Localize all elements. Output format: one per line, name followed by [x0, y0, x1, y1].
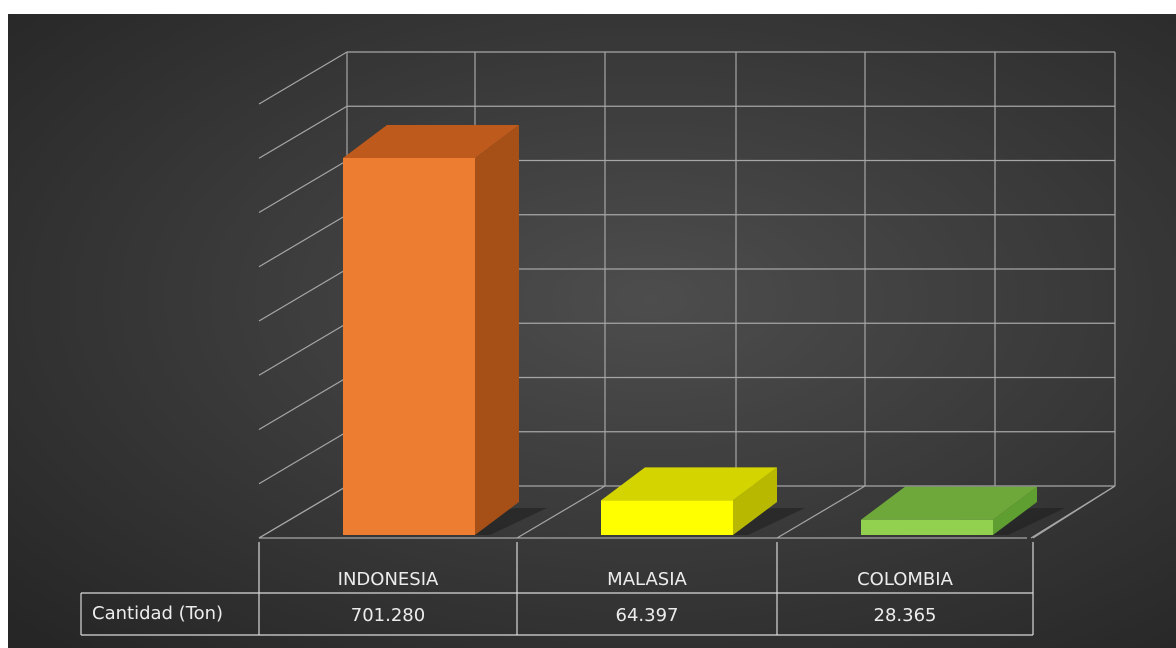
gridline-side: [258, 214, 348, 268]
floor-divider: [516, 485, 606, 539]
data-table: Cantidad (Ton) INDONESIA 701.280 MALASIA 64…: [80, 542, 1034, 636]
gridline-side: [258, 431, 348, 485]
data-label: 28.365: [874, 605, 937, 626]
legend-series-label: Cantidad (Ton): [92, 603, 223, 624]
chart-background: [8, 14, 1176, 648]
bar-side: [993, 486, 1037, 535]
gridline-side: [258, 159, 348, 214]
floor-divider: [776, 485, 866, 539]
floor-divider: [1032, 485, 1116, 539]
gridline-side: [258, 268, 348, 322]
bars: [343, 125, 1065, 535]
category-label: MALASIA: [607, 569, 687, 590]
data-label: 701.280: [351, 605, 425, 626]
bar-indonesia: [343, 158, 475, 535]
category-label: COLOMBIA: [857, 569, 953, 590]
gridline-side: [258, 105, 348, 159]
category-label: INDONESIA: [338, 569, 439, 590]
data-label: 64.397: [616, 605, 679, 626]
bar-side: [475, 125, 519, 535]
gridline-side: [258, 322, 348, 376]
bar-side: [733, 467, 777, 535]
bar-top: [343, 125, 519, 158]
bar-malasia: [601, 500, 733, 535]
bar-top: [601, 467, 777, 501]
gridline-side: [258, 51, 348, 105]
gridline-side: [258, 376, 348, 431]
bar-colombia: [861, 519, 993, 535]
floor-divider: [258, 485, 348, 539]
bar-top: [861, 486, 1037, 520]
